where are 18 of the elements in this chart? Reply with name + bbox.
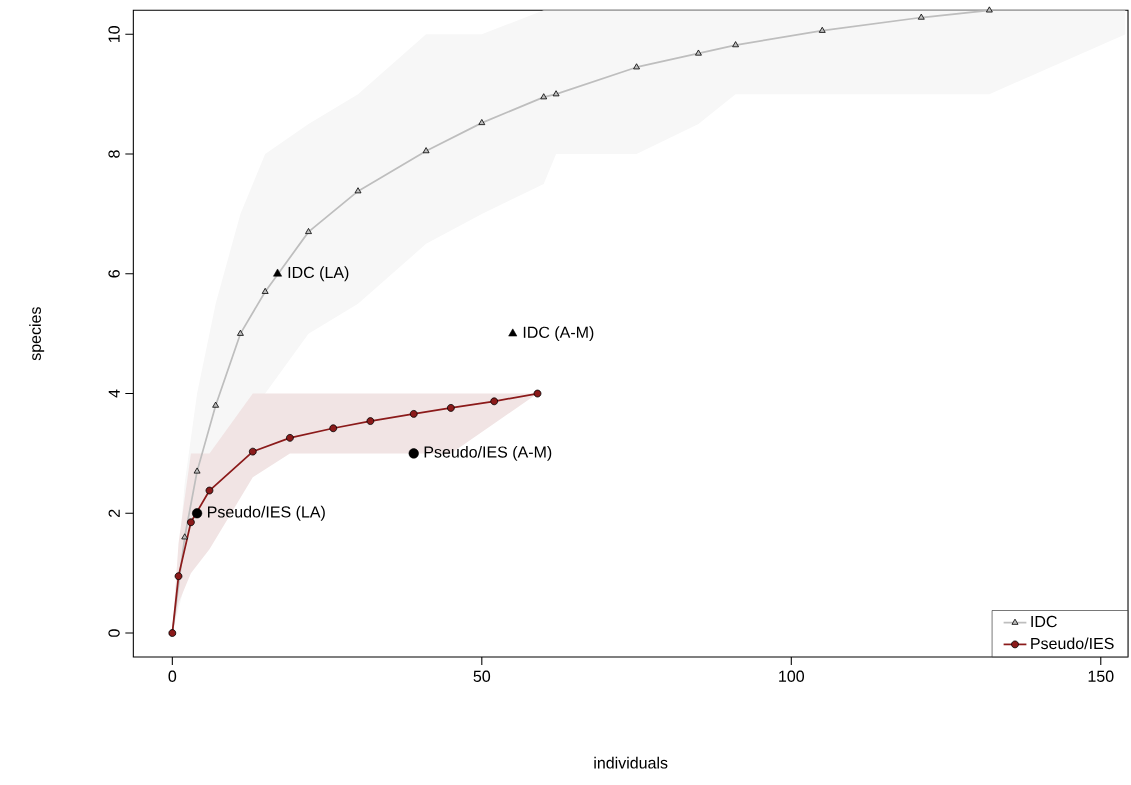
x-tick-label: 0 — [168, 670, 177, 682]
y-tick-label: 4 — [108, 389, 120, 398]
y-tick-label: 6 — [108, 270, 120, 278]
y-axis-title: species — [29, 307, 45, 361]
legend-label: IDC — [1031, 615, 1057, 628]
annotation: IDC (A-M) — [523, 326, 594, 342]
legend-label: Pseudo/IES — [1031, 637, 1114, 650]
x-axis-title: individuals — [594, 756, 668, 769]
annotation: Pseudo/IES (LA) — [208, 505, 325, 521]
y-tick-label: 0 — [108, 629, 120, 637]
x-tick-label: 100 — [779, 670, 805, 682]
y-tick-label: 2 — [108, 509, 120, 517]
annotation: IDC (LA) — [288, 266, 349, 282]
x-tick-label: 50 — [473, 670, 491, 682]
y-tick-label: 8 — [108, 150, 120, 158]
y-tick-label: 10 — [108, 26, 120, 42]
annotation: Pseudo/IES (A-M) — [424, 445, 552, 461]
x-tick-label: 150 — [1088, 670, 1114, 682]
